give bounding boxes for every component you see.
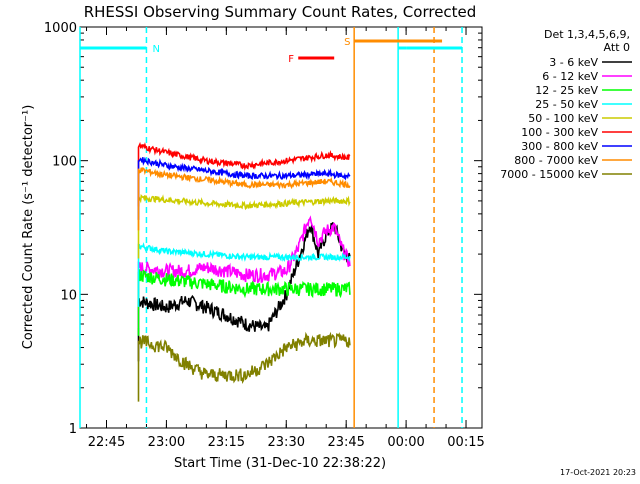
- y-tick-label: 100: [52, 155, 77, 170]
- legend-label-0: 3 - 6 keV: [549, 56, 598, 69]
- plot-frame: [79, 26, 483, 429]
- series-line-1: [137, 215, 351, 328]
- legend-label-7: 800 - 7000 keV: [514, 154, 598, 167]
- legend-label-1: 6 - 12 keV: [542, 70, 598, 83]
- series-line-2: [137, 269, 351, 336]
- series-line-8: [137, 331, 351, 402]
- legend-header-1: Att 0: [604, 41, 630, 54]
- chart-title: RHESSI Observing Summary Count Rates, Co…: [84, 3, 477, 21]
- y-axis-label: Corrected Count Rate (s⁻¹ detector⁻¹): [21, 105, 36, 350]
- x-tick-label: 23:30: [268, 435, 305, 450]
- flag-label-F: F: [288, 54, 294, 65]
- y-tick-label: 1: [69, 422, 77, 437]
- series-line-6: [137, 156, 351, 220]
- legend-label-8: 7000 - 15000 keV: [500, 168, 598, 181]
- legend-label-6: 300 - 800 keV: [521, 140, 598, 153]
- y-tick-label: 10: [60, 288, 77, 303]
- series-line-4: [137, 193, 351, 259]
- legend-label-4: 50 - 100 keV: [528, 112, 598, 125]
- series-line-7: [137, 167, 351, 231]
- legend-label-5: 100 - 300 keV: [521, 126, 598, 139]
- x-tick-label: 23:00: [148, 435, 185, 450]
- flag-label-N: N: [152, 44, 159, 55]
- legend-label-2: 12 - 25 keV: [535, 84, 598, 97]
- y-tick-label: 1000: [44, 21, 77, 36]
- legend-label-3: 25 - 50 keV: [535, 98, 598, 111]
- series-line-3: [137, 242, 351, 307]
- x-tick-label: 22:45: [88, 435, 125, 450]
- x-tick-label: 00:00: [387, 435, 424, 450]
- legend-header-0: Det 1,3,4,5,6,9,: [544, 28, 630, 41]
- series-line-0: [137, 221, 351, 362]
- flag-label-S: S: [344, 37, 350, 48]
- footer-timestamp: 17-Oct-2021 20:23: [560, 468, 636, 477]
- x-tick-label: 23:45: [327, 435, 364, 450]
- series-line-5: [137, 141, 351, 207]
- x-tick-label: 23:15: [208, 435, 245, 450]
- x-axis-label: Start Time (31-Dec-10 22:38:22): [174, 456, 386, 471]
- x-tick-label: 00:15: [447, 435, 484, 450]
